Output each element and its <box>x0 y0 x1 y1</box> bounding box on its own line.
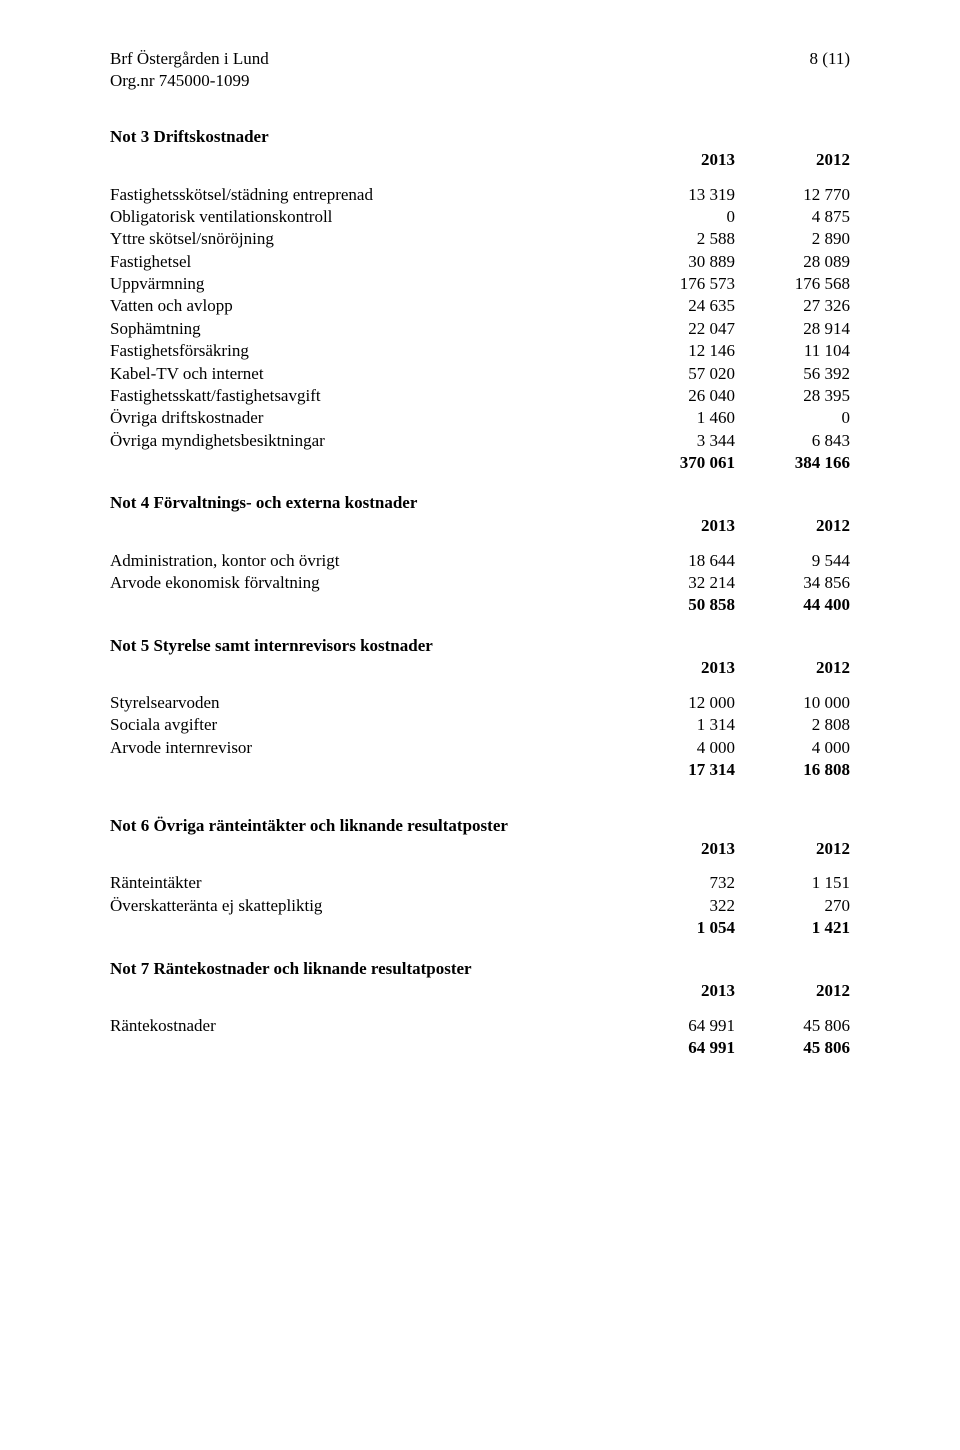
document-page: Brf Östergården i Lund Org.nr 745000-109… <box>0 0 960 1450</box>
row-v1: 18 644 <box>620 549 735 571</box>
note-4-title: Not 4 Förvaltnings- och externa kostnade… <box>110 492 620 514</box>
row-v2: 28 089 <box>735 250 850 272</box>
row-label: Kabel-TV och internet <box>110 362 620 384</box>
total-v2: 384 166 <box>735 452 850 474</box>
note-6-title: Not 6 Övriga ränteintäkter och liknande … <box>110 815 620 837</box>
row-v2: 2 808 <box>735 714 850 736</box>
row-v1: 0 <box>620 206 735 228</box>
year-col-1: 2013 <box>620 837 735 859</box>
row-v1: 57 020 <box>620 362 735 384</box>
row-v1: 26 040 <box>620 385 735 407</box>
year-col-2: 2012 <box>735 657 850 679</box>
row-v1: 13 319 <box>620 183 735 205</box>
year-col-2: 2012 <box>735 515 850 537</box>
row-v1: 1 314 <box>620 714 735 736</box>
row-v2: 4 000 <box>735 736 850 758</box>
row-label: Övriga myndighetsbesiktningar <box>110 429 620 451</box>
row-v2: 6 843 <box>735 429 850 451</box>
row-label: Ränteintäkter <box>110 872 620 894</box>
year-col-1: 2013 <box>620 149 735 171</box>
row-label: Fastighetsförsäkring <box>110 340 620 362</box>
total-v2: 44 400 <box>735 594 850 616</box>
row-label: Obligatorisk ventilationskontroll <box>110 206 620 228</box>
total-v2: 45 806 <box>735 1037 850 1059</box>
note-6-table: Not 6 Övriga ränteintäkter och liknande … <box>110 815 850 939</box>
row-v2: 28 914 <box>735 318 850 340</box>
row-v1: 3 344 <box>620 429 735 451</box>
row-v2: 270 <box>735 895 850 917</box>
total-v1: 17 314 <box>620 759 735 781</box>
row-label: Sociala avgifter <box>110 714 620 736</box>
year-col-1: 2013 <box>620 980 735 1002</box>
row-v2: 12 770 <box>735 183 850 205</box>
row-label: Arvode internrevisor <box>110 736 620 758</box>
row-label: Fastighetsel <box>110 250 620 272</box>
row-label: Fastighetsskötsel/städning entreprenad <box>110 183 620 205</box>
year-col-2: 2012 <box>735 837 850 859</box>
row-v1: 322 <box>620 895 735 917</box>
row-v1: 12 000 <box>620 692 735 714</box>
note-3-title: Not 3 Driftskostnader <box>110 126 620 148</box>
year-col-2: 2012 <box>735 980 850 1002</box>
page-number: 8 (11) <box>810 48 850 92</box>
total-v1: 370 061 <box>620 452 735 474</box>
row-label: Uppvärmning <box>110 273 620 295</box>
total-v2: 1 421 <box>735 917 850 939</box>
row-v2: 27 326 <box>735 295 850 317</box>
org-title-block: Brf Östergården i Lund Org.nr 745000-109… <box>110 48 269 92</box>
row-v1: 2 588 <box>620 228 735 250</box>
org-title-line2: Org.nr 745000-1099 <box>110 70 269 92</box>
row-v1: 22 047 <box>620 318 735 340</box>
org-title-line1: Brf Östergården i Lund <box>110 48 269 70</box>
row-label: Arvode ekonomisk förvaltning <box>110 572 620 594</box>
note-3-table: Not 3 Driftskostnader 20132012 Fastighet… <box>110 126 850 474</box>
row-label: Yttre skötsel/snöröjning <box>110 228 620 250</box>
total-v1: 1 054 <box>620 917 735 939</box>
row-label: Sophämtning <box>110 318 620 340</box>
total-v1: 50 858 <box>620 594 735 616</box>
row-label: Vatten och avlopp <box>110 295 620 317</box>
note-7-title: Not 7 Räntekostnader och liknande result… <box>110 957 620 979</box>
note-4-table: Not 4 Förvaltnings- och externa kostnade… <box>110 492 850 616</box>
year-col-2: 2012 <box>735 149 850 171</box>
row-v2: 45 806 <box>735 1014 850 1036</box>
row-label: Övriga driftskostnader <box>110 407 620 429</box>
row-v1: 12 146 <box>620 340 735 362</box>
row-label: Styrelsearvoden <box>110 692 620 714</box>
row-v2: 34 856 <box>735 572 850 594</box>
total-v2: 16 808 <box>735 759 850 781</box>
row-v1: 4 000 <box>620 736 735 758</box>
row-v2: 9 544 <box>735 549 850 571</box>
note-7-table: Not 7 Räntekostnader och liknande result… <box>110 957 850 1059</box>
row-v2: 176 568 <box>735 273 850 295</box>
row-v2: 1 151 <box>735 872 850 894</box>
note-5-title: Not 5 Styrelse samt internrevisors kostn… <box>110 634 620 656</box>
row-label: Överskatteränta ej skattepliktig <box>110 895 620 917</box>
row-label: Administration, kontor och övrigt <box>110 549 620 571</box>
total-v1: 64 991 <box>620 1037 735 1059</box>
row-v2: 10 000 <box>735 692 850 714</box>
note-5-table: Not 5 Styrelse samt internrevisors kostn… <box>110 634 850 781</box>
row-label: Fastighetsskatt/fastighetsavgift <box>110 385 620 407</box>
row-v2: 56 392 <box>735 362 850 384</box>
row-v1: 1 460 <box>620 407 735 429</box>
row-v2: 11 104 <box>735 340 850 362</box>
row-v1: 30 889 <box>620 250 735 272</box>
row-v2: 4 875 <box>735 206 850 228</box>
row-v1: 176 573 <box>620 273 735 295</box>
year-col-1: 2013 <box>620 657 735 679</box>
row-v1: 732 <box>620 872 735 894</box>
year-col-1: 2013 <box>620 515 735 537</box>
row-v1: 32 214 <box>620 572 735 594</box>
row-v2: 2 890 <box>735 228 850 250</box>
row-label: Räntekostnader <box>110 1014 620 1036</box>
row-v1: 24 635 <box>620 295 735 317</box>
page-header: Brf Östergården i Lund Org.nr 745000-109… <box>110 48 850 92</box>
row-v2: 0 <box>735 407 850 429</box>
row-v2: 28 395 <box>735 385 850 407</box>
row-v1: 64 991 <box>620 1014 735 1036</box>
